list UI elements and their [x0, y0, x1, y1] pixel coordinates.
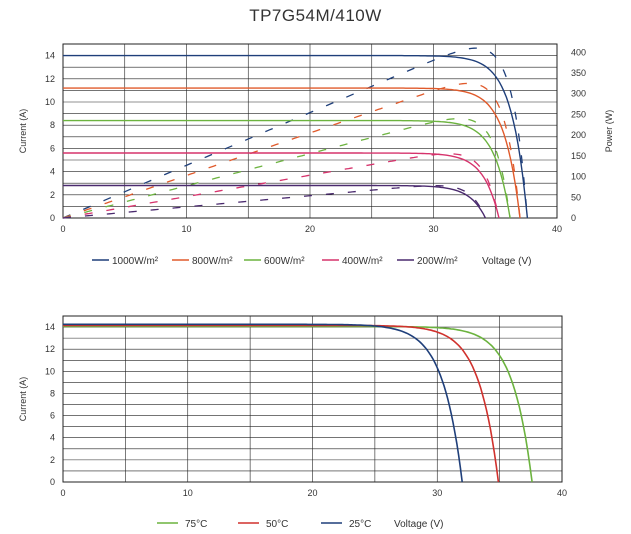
x-tick-label: 0: [60, 488, 65, 498]
y2-tick-label: 200: [571, 130, 586, 140]
pv-curve: [62, 47, 529, 219]
y2-axis-label: Power (W): [604, 110, 614, 153]
legend-label: 800W/m²: [192, 256, 233, 267]
plot-frame: [62, 43, 558, 219]
x-tick-label: 10: [183, 488, 193, 498]
legend-label: 400W/m²: [342, 256, 383, 267]
iv-curve: [63, 323, 463, 483]
y-tick-label: 0: [50, 213, 55, 223]
y-tick-label: 8: [50, 120, 55, 130]
y-tick-label: 4: [50, 167, 55, 177]
y2-tick-label: 350: [571, 68, 586, 78]
y-tick-label: 2: [50, 455, 55, 465]
pv-curve: [62, 117, 511, 219]
x-tick-label: 30: [428, 224, 438, 234]
y2-tick-label: 400: [571, 47, 586, 57]
x-tick-label: 20: [305, 224, 315, 234]
y-tick-label: 2: [50, 190, 55, 200]
pv-curve: [62, 185, 486, 219]
iv-curve: [63, 54, 529, 219]
pv-curve: [62, 153, 500, 219]
y-tick-label: 10: [45, 366, 55, 376]
y-tick-label: 12: [45, 74, 55, 84]
iv-curve: [63, 324, 500, 483]
legend-label: 1000W/m²: [112, 256, 159, 267]
y-tick-label: 4: [50, 433, 55, 443]
y2-tick-label: 100: [571, 172, 586, 182]
iv-curve: [63, 87, 521, 219]
pv-curve: [62, 82, 521, 219]
legend-label: 50°C: [266, 519, 288, 530]
x-tick-label: 40: [557, 488, 567, 498]
y2-tick-label: 150: [571, 151, 586, 161]
y2-tick-label: 50: [571, 192, 581, 202]
x-tick-label: 10: [181, 224, 191, 234]
legend-label: 200W/m²: [417, 256, 458, 267]
y-axis-label: Current (A): [18, 109, 28, 154]
y-tick-label: 6: [50, 411, 55, 421]
plot-frame: [62, 315, 563, 483]
iv-curve: [63, 325, 533, 483]
y-tick-label: 14: [45, 322, 55, 332]
y2-tick-label: 250: [571, 109, 586, 119]
x-tick-label: 40: [552, 224, 562, 234]
x-tick-label: 30: [432, 488, 442, 498]
x-tick-label: 0: [60, 224, 65, 234]
y2-tick-label: 0: [571, 213, 576, 223]
y-tick-label: 0: [50, 477, 55, 487]
x-axis-label: Voltage (V): [394, 519, 443, 530]
iv-curve: [63, 119, 511, 219]
legend-label: 25°C: [349, 519, 371, 530]
y-tick-label: 12: [45, 344, 55, 354]
y-tick-label: 6: [50, 143, 55, 153]
iv-curve: [63, 152, 500, 219]
y-tick-label: 8: [50, 388, 55, 398]
y-axis-label: Current (A): [18, 377, 28, 422]
y2-tick-label: 300: [571, 89, 586, 99]
y-tick-label: 14: [45, 51, 55, 61]
y-tick-label: 10: [45, 97, 55, 107]
x-tick-label: 20: [307, 488, 317, 498]
page-title: TP7G54M/410W: [249, 6, 382, 25]
x-axis-label: Voltage (V): [482, 256, 531, 267]
legend-label: 600W/m²: [264, 256, 305, 267]
legend-label: 75°C: [185, 519, 207, 530]
iv-curve: [63, 184, 487, 219]
